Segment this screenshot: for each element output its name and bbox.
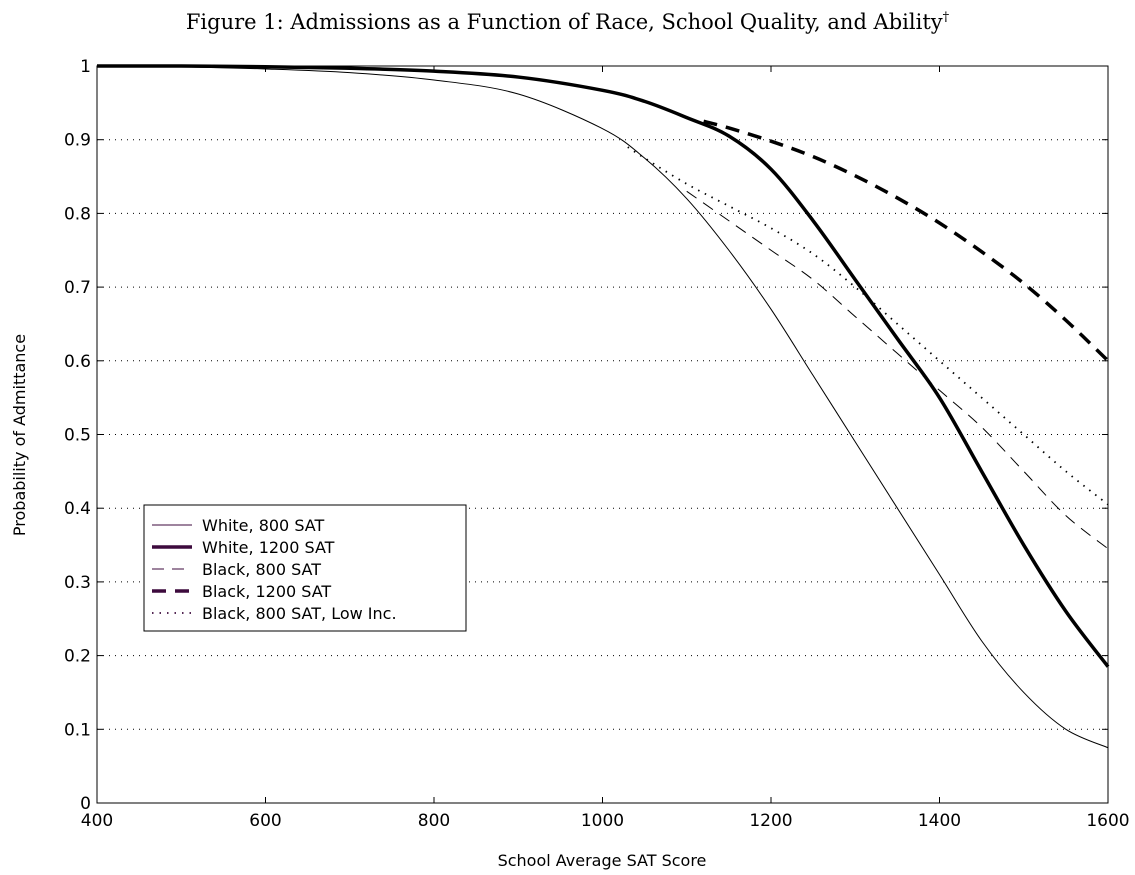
figure-title-text: Figure 1: Admissions as a Function of Ra… bbox=[185, 10, 943, 34]
legend-label-1: White, 800 SAT bbox=[202, 516, 324, 535]
series-line-1 bbox=[96, 65, 1109, 749]
y-tick-label: 0 bbox=[80, 794, 91, 814]
y-tick-label: 0.3 bbox=[64, 573, 91, 593]
figure-title-dagger: † bbox=[942, 10, 950, 25]
y-tick-label: 0.9 bbox=[64, 131, 91, 151]
y-tick-label: 0.6 bbox=[64, 352, 91, 372]
y-tick-label: 0.4 bbox=[64, 499, 91, 519]
legend-box bbox=[143, 504, 467, 632]
x-tick-label: 1600 bbox=[1086, 811, 1129, 831]
legend-label-3: Black, 800 SAT bbox=[202, 560, 321, 579]
series-line-4 bbox=[703, 119, 1110, 363]
legend-label-5: Black, 800 SAT, Low Inc. bbox=[202, 604, 397, 623]
y-tick-label: 0.1 bbox=[64, 720, 91, 740]
series-lines bbox=[96, 64, 1110, 749]
gridlines bbox=[97, 139, 1108, 730]
x-tick-label: 1200 bbox=[749, 811, 792, 831]
axis-ticks: 400 600 800 1000 1200 1400 1600 0 0.1 0.2 0.3 0.4 0.… bbox=[64, 57, 1130, 831]
series-line-3 bbox=[686, 190, 1109, 550]
x-tick-label: 600 bbox=[249, 811, 281, 831]
y-tick-label: 0.8 bbox=[64, 204, 91, 224]
figure-title: Figure 1: Admissions as a Function of Ra… bbox=[0, 10, 1135, 34]
y-tick-label: 0.2 bbox=[64, 647, 91, 667]
x-axis-label: School Average SAT Score bbox=[498, 851, 707, 870]
y-tick-label: 0.7 bbox=[64, 278, 91, 298]
plot-area-border bbox=[96, 65, 1109, 804]
series-line-5 bbox=[627, 146, 1109, 506]
legend: White, 800 SAT White, 1200 SAT Black, 800 … bbox=[143, 504, 467, 632]
y-axis-label: Probability of Admittance bbox=[10, 334, 29, 536]
legend-label-2: White, 1200 SAT bbox=[202, 538, 335, 557]
x-tick-label: 400 bbox=[81, 811, 113, 831]
y-tick-label: 1 bbox=[80, 57, 91, 77]
y-tick-label: 0.5 bbox=[64, 426, 91, 446]
x-tick-label: 800 bbox=[418, 811, 450, 831]
series-line-2 bbox=[96, 64, 1110, 668]
legend-label-4: Black, 1200 SAT bbox=[202, 582, 331, 601]
x-tick-label: 1400 bbox=[918, 811, 961, 831]
x-tick-label: 1000 bbox=[581, 811, 624, 831]
